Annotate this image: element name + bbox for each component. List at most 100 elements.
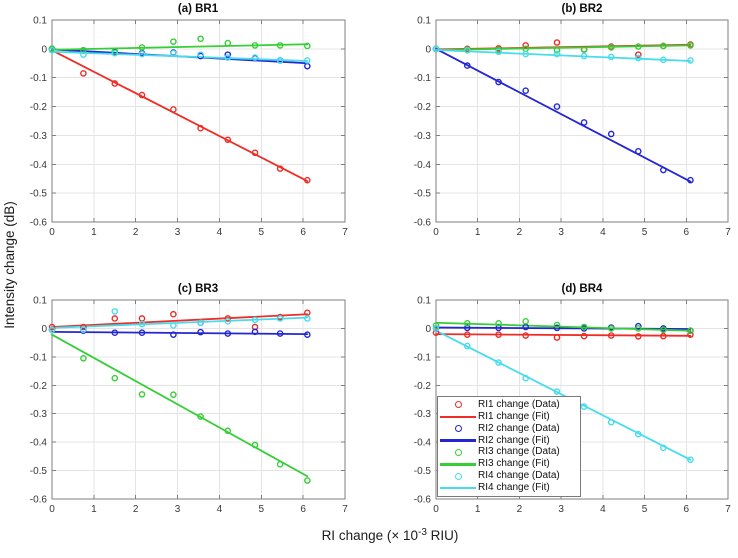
y-tick-label: 0 <box>425 324 431 335</box>
data-point-marker <box>197 51 204 58</box>
data-point-marker <box>138 44 146 51</box>
data-point-marker <box>463 320 471 327</box>
data-point-marker <box>170 38 177 45</box>
data-point-marker <box>170 106 177 113</box>
y-tick-label: 0.1 <box>417 16 431 27</box>
data-point-marker <box>553 103 561 110</box>
x-tick-label: 7 <box>725 504 731 515</box>
x-tick-label: 1 <box>91 227 97 238</box>
data-point-marker <box>553 39 561 46</box>
subplot-c: 0 1 2 3 4 5 6 7 0.1 0 -0.1 -0.2 -0.3 -0.4 -0.5 -0.6 <box>30 296 348 516</box>
y-tick-label: 0.1 <box>33 16 47 27</box>
data-point-marker <box>607 130 615 138</box>
legend-item: RI1 change (Fit) <box>438 411 580 422</box>
data-point-marker <box>251 149 259 157</box>
data-point-marker <box>580 46 588 54</box>
data-point-marker <box>635 147 642 155</box>
data-point-marker <box>80 70 87 77</box>
data-point-marker <box>251 316 259 324</box>
legend-item: RI2 change (Data) <box>438 423 580 434</box>
x-tick-labels: 0 1 2 3 4 5 6 7 <box>433 227 731 238</box>
data-point-marker <box>304 477 311 484</box>
data-point-marker <box>80 326 87 334</box>
data-point-marker <box>276 42 284 49</box>
tick-marks <box>51 299 346 500</box>
series-RI4-fit-line <box>435 329 692 461</box>
y-tick-label: -0.3 <box>414 409 432 420</box>
y-tick-label: -0.1 <box>30 352 48 363</box>
series-RI2-fit-line <box>51 330 309 336</box>
axes-frame <box>51 299 346 500</box>
axes-frame <box>435 299 729 500</box>
series-RI2-fit-line <box>435 47 692 183</box>
subplot-b: 0 1 2 3 4 5 6 7 0.1 0 -0.1 -0.2 -0.3 -0.4 -0.5 -0.6 <box>414 16 731 239</box>
data-point-marker <box>197 328 204 336</box>
subplot-b-title: (b) BR2 <box>561 3 603 15</box>
x-tick-label: 1 <box>475 504 481 515</box>
x-tick-label: 7 <box>342 227 348 238</box>
legend-marker-swatch <box>438 401 478 409</box>
series-RI3-fit-line <box>51 43 309 51</box>
series-RI4-fit-line <box>435 49 692 62</box>
data-point-marker <box>170 49 177 57</box>
data-point-marker <box>432 322 440 329</box>
data-point-marker <box>687 42 694 49</box>
data-point-marker <box>522 332 529 339</box>
x-tick-label: 5 <box>642 227 648 238</box>
axes-frame <box>435 19 729 223</box>
data-point-marker <box>304 62 311 70</box>
grid-lines <box>52 300 345 499</box>
data-point-marker <box>495 359 502 366</box>
legend-line-sample-icon <box>440 463 476 466</box>
data-point-marker <box>251 42 259 49</box>
data-point-marker <box>635 322 642 330</box>
data-point-marker <box>687 176 694 184</box>
x-tick-label: 5 <box>259 504 265 515</box>
legend-label: RI4 change (Data) <box>478 470 560 482</box>
data-point-marker <box>304 315 311 322</box>
y-tick-label: -0.2 <box>414 381 432 392</box>
y-tick-label: -0.4 <box>414 438 432 449</box>
data-point-marker <box>138 91 146 99</box>
data-point-marker <box>522 318 529 325</box>
data-point-marker <box>607 44 615 51</box>
data-point-marker <box>635 325 642 332</box>
data-point-marker <box>251 441 259 449</box>
y-tick-labels: 0.1 0 -0.1 -0.2 -0.3 -0.4 -0.5 -0.6 <box>414 16 432 229</box>
data-point-marker <box>170 391 177 398</box>
data-point-marker <box>251 328 259 336</box>
y-tick-label: -0.5 <box>30 466 48 477</box>
series-RI3-fit-line <box>435 321 692 332</box>
y-tick-label: -0.4 <box>30 160 48 171</box>
series-RI1-fit-line <box>51 49 309 182</box>
data-point-marker <box>111 49 119 57</box>
legend-line-sample-icon <box>440 439 476 442</box>
subplot-d-title: (d) BR4 <box>561 283 603 295</box>
data-point-marker <box>111 374 119 382</box>
data-point-marker <box>80 323 87 331</box>
data-point-marker <box>553 321 561 329</box>
tick-marks <box>51 19 346 223</box>
data-point-marker <box>635 54 642 62</box>
x-tick-label: 4 <box>600 227 606 238</box>
legend-line-swatch <box>438 439 478 442</box>
data-point-marker <box>580 332 588 340</box>
x-tick-label: 0 <box>49 227 55 238</box>
subplot-c-title: (c) BR3 <box>177 283 219 295</box>
data-point-marker <box>170 331 177 338</box>
data-point-marker <box>580 323 588 331</box>
data-point-marker <box>607 53 615 61</box>
x-tick-label: 0 <box>433 504 439 515</box>
x-tick-label: 3 <box>558 227 564 238</box>
legend-item: RI1 change (Data) <box>438 399 580 410</box>
x-tick-label: 3 <box>558 504 564 515</box>
data-point-marker <box>432 329 440 336</box>
x-tick-label: 3 <box>175 504 181 515</box>
legend-circle-marker-icon <box>454 448 462 456</box>
x-tick-label: 6 <box>684 227 690 238</box>
y-tick-label: -0.4 <box>30 438 48 449</box>
data-point-marker <box>80 354 87 362</box>
legend-line-swatch <box>438 463 478 466</box>
